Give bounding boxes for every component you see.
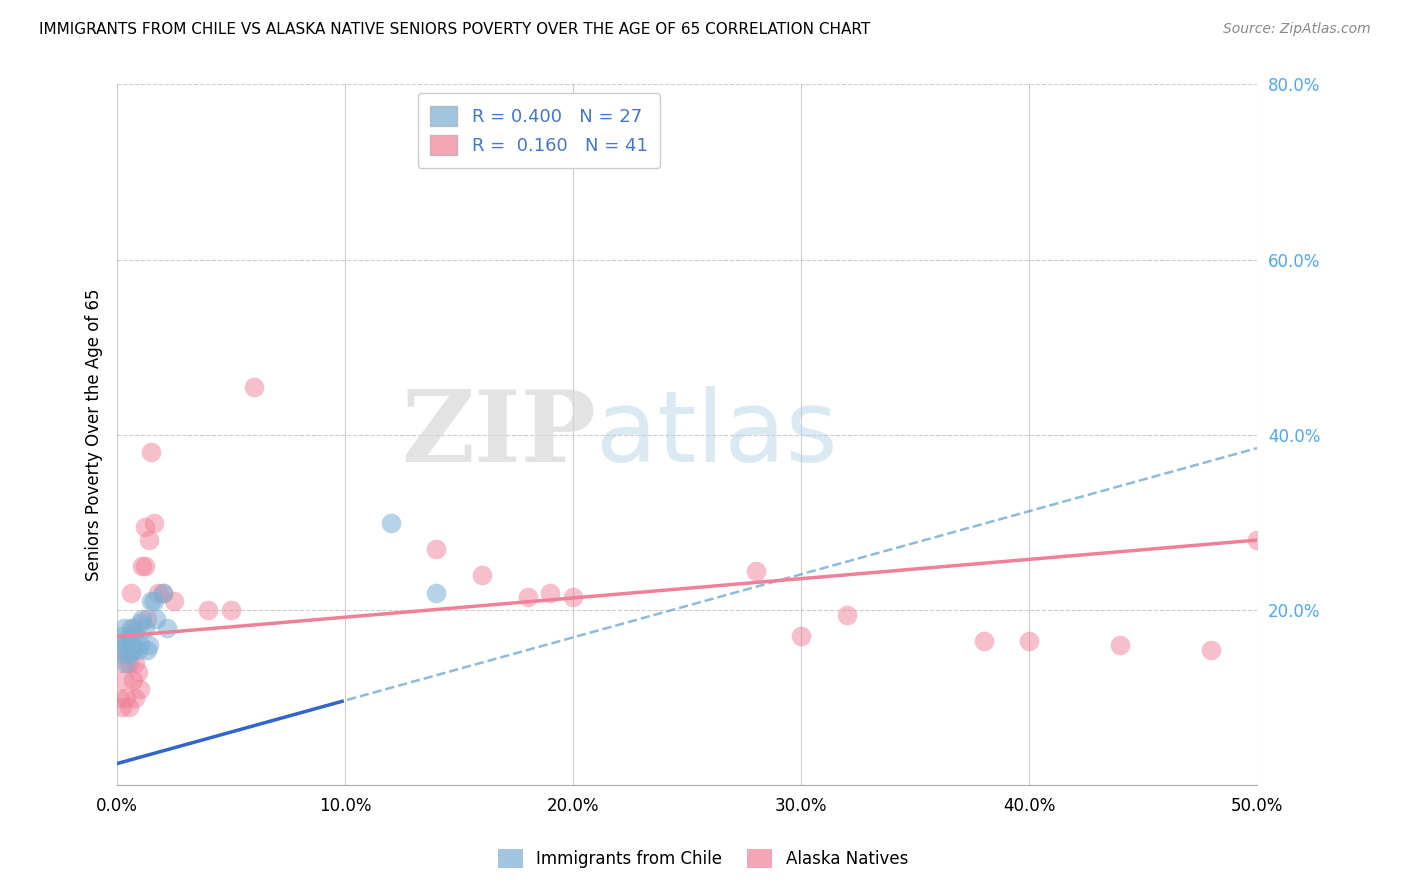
Point [112, 647, 135, 661]
Point [471, 568, 494, 582]
Legend: R = 0.400   N = 27, R =  0.160   N = 41: R = 0.400 N = 27, R = 0.160 N = 41 [418, 94, 661, 168]
Point [380, 516, 402, 530]
Point [973, 633, 995, 648]
Point [122, 673, 145, 688]
Legend: Immigrants from Chile, Alaska Natives: Immigrants from Chile, Alaska Natives [491, 843, 915, 875]
Point [127, 665, 149, 679]
Point [117, 647, 139, 661]
Point [122, 642, 145, 657]
Point [124, 656, 146, 670]
Point [117, 630, 139, 644]
Point [127, 642, 149, 657]
Point [131, 559, 153, 574]
Point [124, 690, 146, 705]
Point [1109, 638, 1132, 652]
Point [112, 673, 135, 688]
Point [1018, 633, 1040, 648]
Point [135, 612, 157, 626]
Point [129, 681, 152, 696]
Point [744, 564, 766, 578]
Point [122, 621, 145, 635]
Text: Source: ZipAtlas.com: Source: ZipAtlas.com [1223, 22, 1371, 37]
Point [142, 516, 165, 530]
Point [790, 630, 813, 644]
Point [425, 541, 447, 556]
Point [108, 638, 131, 652]
Point [425, 585, 447, 599]
Point [111, 656, 134, 670]
Point [1246, 533, 1268, 547]
Text: atlas: atlas [596, 386, 838, 483]
Point [141, 445, 163, 459]
Point [135, 642, 157, 657]
Point [115, 638, 138, 652]
Point [108, 690, 131, 705]
Point [156, 621, 179, 635]
Point [124, 625, 146, 640]
Point [112, 621, 135, 635]
Point [219, 603, 242, 617]
Point [538, 585, 561, 599]
Point [148, 585, 170, 599]
Point [115, 656, 138, 670]
Text: ZIP: ZIP [401, 386, 596, 483]
Point [243, 380, 266, 394]
Text: IMMIGRANTS FROM CHILE VS ALASKA NATIVE SENIORS POVERTY OVER THE AGE OF 65 CORREL: IMMIGRANTS FROM CHILE VS ALASKA NATIVE S… [39, 22, 870, 37]
Point [152, 585, 174, 599]
Point [562, 590, 585, 604]
Point [138, 638, 160, 652]
Point [152, 585, 174, 599]
Point [134, 559, 156, 574]
Point [111, 699, 134, 714]
Point [129, 638, 152, 652]
Point [138, 533, 160, 547]
Point [111, 630, 134, 644]
Point [131, 612, 153, 626]
Point [115, 690, 138, 705]
Point [142, 594, 165, 608]
Point [516, 590, 538, 604]
Point [117, 699, 139, 714]
Point [122, 630, 145, 644]
Point [120, 585, 142, 599]
Point [141, 594, 163, 608]
Y-axis label: Seniors Poverty Over the Age of 65: Seniors Poverty Over the Age of 65 [86, 289, 103, 582]
Point [1201, 642, 1223, 657]
Point [145, 612, 167, 626]
Point [120, 621, 142, 635]
Point [835, 607, 858, 622]
Point [134, 520, 156, 534]
Point [120, 638, 142, 652]
Point [197, 603, 219, 617]
Point [129, 616, 152, 631]
Point [117, 656, 139, 670]
Point [112, 642, 135, 657]
Point [134, 621, 156, 635]
Point [163, 594, 186, 608]
